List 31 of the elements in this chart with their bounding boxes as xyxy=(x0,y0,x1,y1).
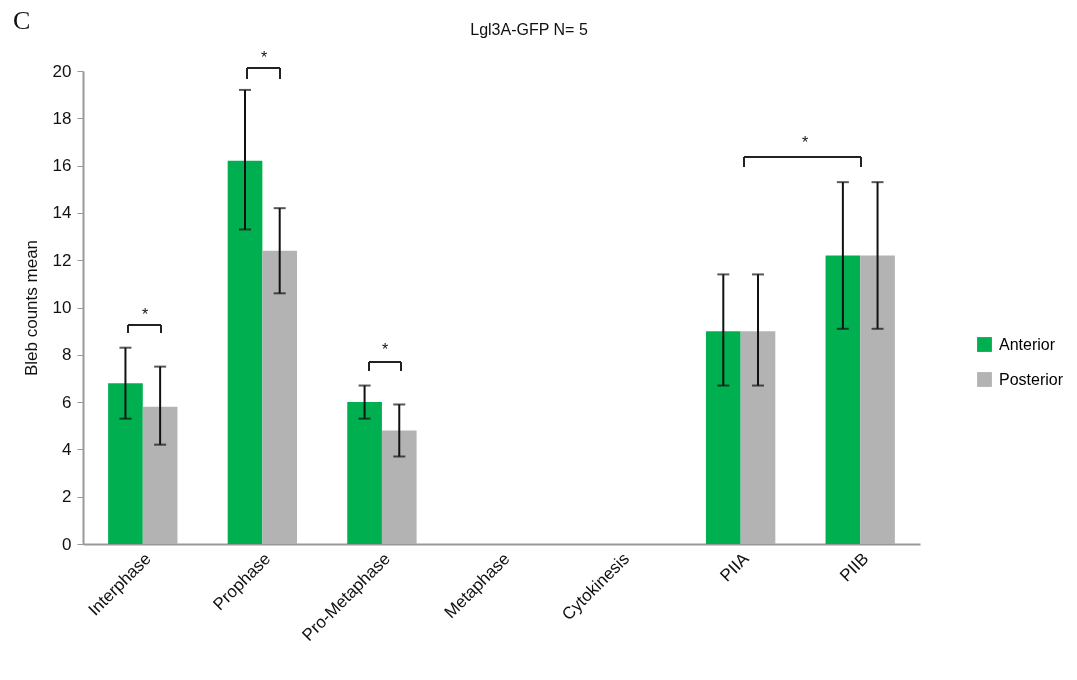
bar xyxy=(262,250,298,544)
y-tick-label: 12 xyxy=(52,250,72,270)
y-tick-label: 4 xyxy=(62,439,72,459)
annotation: * xyxy=(141,306,149,323)
bar xyxy=(825,255,861,544)
bar xyxy=(142,406,178,544)
bar xyxy=(347,402,382,544)
annotation: * xyxy=(381,341,389,358)
y-tick-label: 8 xyxy=(62,345,72,365)
bar xyxy=(740,331,776,544)
bar xyxy=(705,331,741,544)
annotation: * xyxy=(801,134,809,151)
bar xyxy=(108,383,143,544)
text: C xyxy=(13,6,31,35)
y-tick-label: 10 xyxy=(52,298,72,317)
legend-label: Anterior xyxy=(999,335,1056,353)
chart-title: Lgl3A-GFP N= 5 xyxy=(470,21,588,38)
y-tick-label: 0 xyxy=(62,534,72,554)
x-tick-label: PIIA xyxy=(716,548,754,586)
y-axis-title: Bleb counts mean xyxy=(21,239,41,377)
y-tick-label: 6 xyxy=(62,392,72,412)
bar xyxy=(381,430,417,544)
y-tick-label: 20 xyxy=(52,61,72,81)
bar xyxy=(860,255,895,544)
y-tick-label: 16 xyxy=(52,156,72,176)
y-tick-label: 2 xyxy=(62,487,72,507)
bar xyxy=(227,160,263,544)
legend-label: Posterior xyxy=(999,370,1064,388)
y-tick-label: 14 xyxy=(52,203,72,223)
text: * xyxy=(260,49,268,66)
y-tick-label: 18 xyxy=(52,108,72,128)
